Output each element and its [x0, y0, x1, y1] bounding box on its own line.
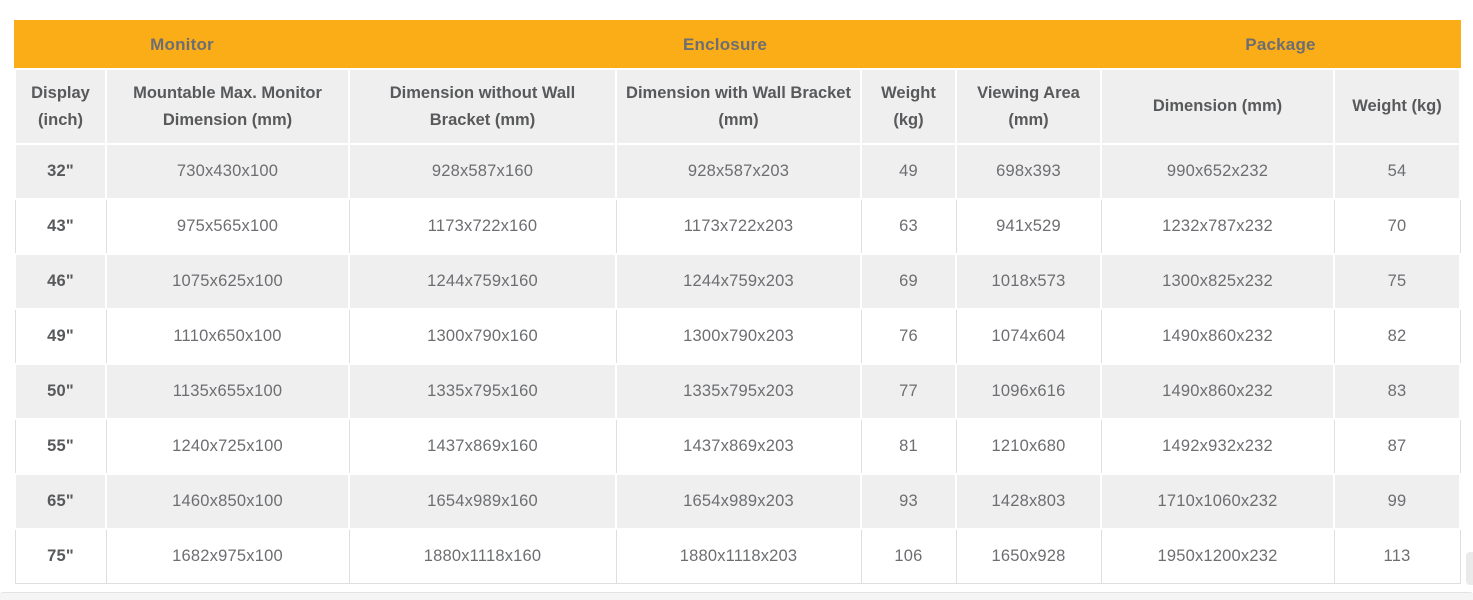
table-row: 49" 1110x650x100 1300x790x160 1300x790x203 7… — [14, 308, 1461, 365]
table-cell: 1437x869x203 — [615, 418, 862, 475]
monitor-spec-table: Monitor Enclosure Package Display (inch)… — [14, 20, 1461, 584]
table-cell: 69 — [860, 253, 957, 310]
table-cell: 87 — [1333, 418, 1461, 475]
display-size-cell: 43" — [14, 198, 107, 255]
table-cell: 1950x1200x232 — [1100, 528, 1335, 584]
table-cell: 1460x850x100 — [105, 473, 350, 530]
table-cell: 1240x725x100 — [105, 418, 350, 475]
table-cell: 1075x625x100 — [105, 253, 350, 310]
display-size-cell: 65" — [14, 473, 107, 530]
column-header-viewing-area: Viewing Area (mm) — [955, 68, 1102, 145]
column-header-dim-without-bracket: Dimension without Wall Bracket (mm) — [348, 68, 617, 145]
table-cell: 698x393 — [955, 143, 1102, 200]
table-cell: 1335x795x203 — [615, 363, 862, 420]
table-row: 32" 730x430x100 928x587x160 928x587x203 49 69… — [14, 143, 1461, 200]
table-cell: 1437x869x160 — [348, 418, 617, 475]
table-cell: 928x587x160 — [348, 143, 617, 200]
column-header-display: Display (inch) — [14, 68, 107, 145]
table-cell: 63 — [860, 198, 957, 255]
table-cell: 1018x573 — [955, 253, 1102, 310]
group-header-package: Package — [1100, 20, 1461, 70]
table-cell: 1135x655x100 — [105, 363, 350, 420]
table-cell: 990x652x232 — [1100, 143, 1335, 200]
table-row: 65" 1460x850x100 1654x989x160 1654x989x203 9… — [14, 473, 1461, 530]
table-cell: 106 — [860, 528, 957, 584]
next-section-edge — [0, 592, 1473, 600]
table-head: Monitor Enclosure Package Display (inch)… — [14, 20, 1461, 145]
table-cell: 81 — [860, 418, 957, 475]
table-row: 43" 975x565x100 1173x722x160 1173x722x203 63… — [14, 198, 1461, 255]
display-size-cell: 75" — [14, 528, 107, 584]
table-cell: 83 — [1333, 363, 1461, 420]
table-cell: 1244x759x160 — [348, 253, 617, 310]
table-cell: 1710x1060x232 — [1100, 473, 1335, 530]
table-cell: 1110x650x100 — [105, 308, 350, 365]
display-size-cell: 55" — [14, 418, 107, 475]
table-cell: 941x529 — [955, 198, 1102, 255]
table-cell: 1682x975x100 — [105, 528, 350, 584]
table-cell: 928x587x203 — [615, 143, 862, 200]
table-cell: 1096x616 — [955, 363, 1102, 420]
column-header-package-weight: Weight (kg) — [1333, 68, 1461, 145]
table-cell: 1173x722x203 — [615, 198, 862, 255]
table-cell: 1244x759x203 — [615, 253, 862, 310]
display-size-cell: 32" — [14, 143, 107, 200]
group-header-row: Monitor Enclosure Package — [14, 20, 1461, 70]
table-cell: 1210x680 — [955, 418, 1102, 475]
table-cell: 1300x790x160 — [348, 308, 617, 365]
table-cell: 99 — [1333, 473, 1461, 530]
column-header-package-dimension: Dimension (mm) — [1100, 68, 1335, 145]
group-header-monitor: Monitor — [14, 20, 350, 70]
table-cell: 1428x803 — [955, 473, 1102, 530]
display-size-cell: 46" — [14, 253, 107, 310]
group-header-enclosure: Enclosure — [348, 20, 1102, 70]
table-cell: 1490x860x232 — [1100, 363, 1335, 420]
table-cell: 1880x1118x160 — [348, 528, 617, 584]
display-size-cell: 50" — [14, 363, 107, 420]
spec-table-container: Monitor Enclosure Package Display (inch)… — [14, 20, 1461, 584]
table-cell: 93 — [860, 473, 957, 530]
column-header-enclosure-weight: Weight (kg) — [860, 68, 957, 145]
table-cell: 1074x604 — [955, 308, 1102, 365]
table-row: 75" 1682x975x100 1880x1118x160 1880x1118x20… — [14, 528, 1461, 584]
table-row: 50" 1135x655x100 1335x795x160 1335x795x203 7… — [14, 363, 1461, 420]
table-cell: 975x565x100 — [105, 198, 350, 255]
table-cell: 1650x928 — [955, 528, 1102, 584]
table-cell: 54 — [1333, 143, 1461, 200]
table-cell: 1300x825x232 — [1100, 253, 1335, 310]
table-cell: 730x430x100 — [105, 143, 350, 200]
scrollbar-thumb[interactable] — [1466, 552, 1473, 585]
table-cell: 1300x790x203 — [615, 308, 862, 365]
table-cell: 75 — [1333, 253, 1461, 310]
table-cell: 82 — [1333, 308, 1461, 365]
table-cell: 1654x989x203 — [615, 473, 862, 530]
table-cell: 1173x722x160 — [348, 198, 617, 255]
table-cell: 70 — [1333, 198, 1461, 255]
column-header-mountable-dimension: Mountable Max. Monitor Dimension (mm) — [105, 68, 350, 145]
table-cell: 76 — [860, 308, 957, 365]
column-header-row: Display (inch) Mountable Max. Monitor Di… — [14, 68, 1461, 145]
table-cell: 113 — [1333, 528, 1461, 584]
table-row: 46" 1075x625x100 1244x759x160 1244x759x203 6… — [14, 253, 1461, 310]
table-body: 32" 730x430x100 928x587x160 928x587x203 49 69… — [14, 143, 1461, 584]
table-cell: 1232x787x232 — [1100, 198, 1335, 255]
table-cell: 1880x1118x203 — [615, 528, 862, 584]
table-cell: 1490x860x232 — [1100, 308, 1335, 365]
table-cell: 1335x795x160 — [348, 363, 617, 420]
table-row: 55" 1240x725x100 1437x869x160 1437x869x203 8… — [14, 418, 1461, 475]
table-cell: 49 — [860, 143, 957, 200]
display-size-cell: 49" — [14, 308, 107, 365]
table-cell: 77 — [860, 363, 957, 420]
table-cell: 1492x932x232 — [1100, 418, 1335, 475]
table-cell: 1654x989x160 — [348, 473, 617, 530]
column-header-dim-with-bracket: Dimension with Wall Bracket (mm) — [615, 68, 862, 145]
